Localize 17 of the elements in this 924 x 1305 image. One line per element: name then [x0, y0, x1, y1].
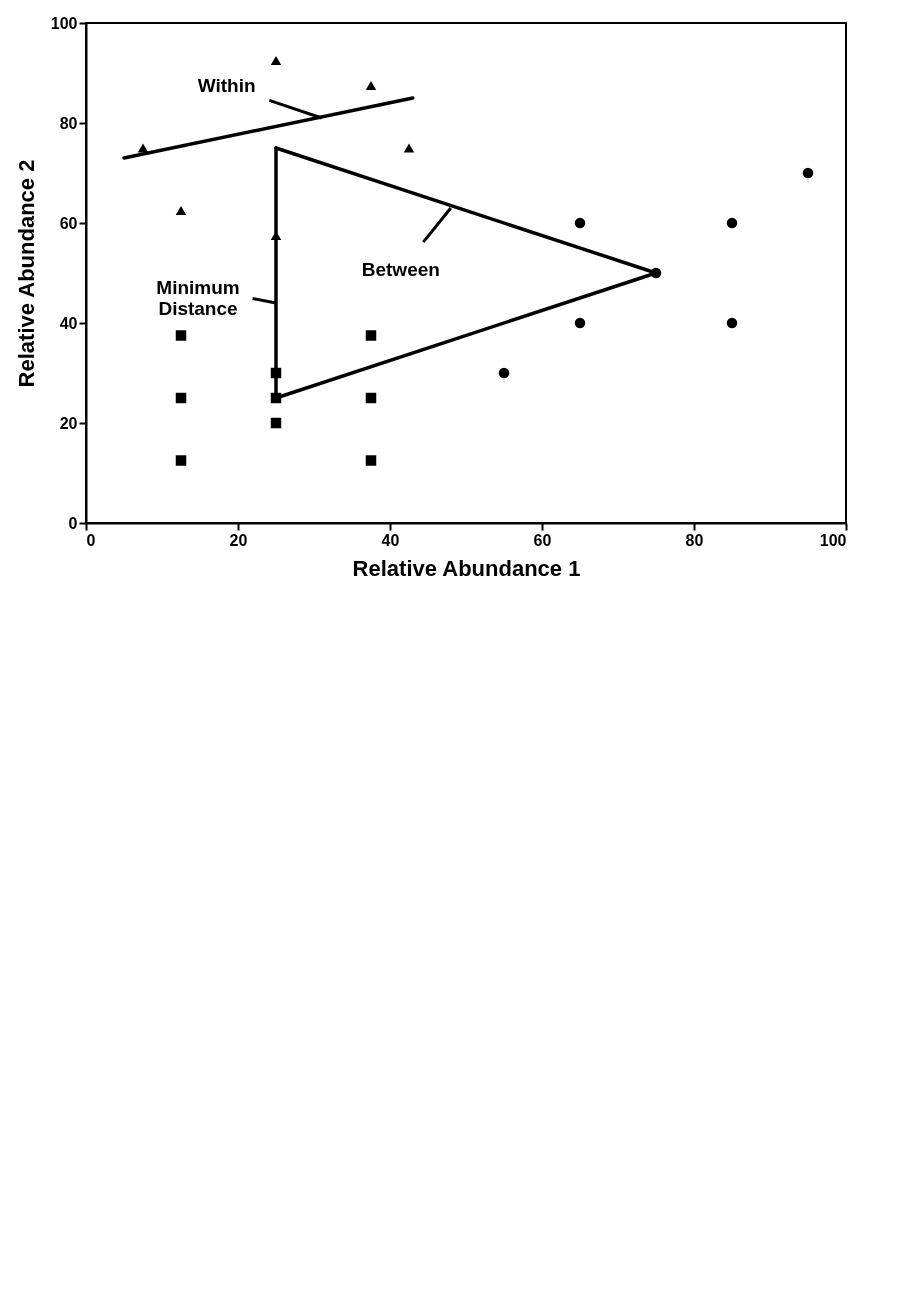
- y-axis-title: Relative Abundance 2: [13, 159, 39, 388]
- x-axis-title: Relative Abundance 1: [352, 555, 581, 581]
- y-tick-label: 60: [59, 214, 78, 232]
- y-tick-label: 80: [59, 114, 78, 132]
- x-tick-label: 60: [533, 531, 552, 549]
- annotation: Within: [197, 75, 256, 96]
- x-tick-label: 80: [685, 531, 704, 549]
- y-tick-label: 40: [59, 314, 78, 332]
- y-tick-label: 100: [50, 14, 78, 32]
- y-tick-label: 20: [59, 414, 78, 432]
- y-tick-label: 0: [68, 514, 78, 532]
- annotation: Minimum Distance: [156, 277, 240, 319]
- annotation: Between: [361, 259, 440, 280]
- x-tick-label: 100: [819, 531, 847, 549]
- x-tick-label: 40: [381, 531, 400, 549]
- x-tick-label: 0: [86, 531, 96, 549]
- x-tick-label: 20: [229, 531, 248, 549]
